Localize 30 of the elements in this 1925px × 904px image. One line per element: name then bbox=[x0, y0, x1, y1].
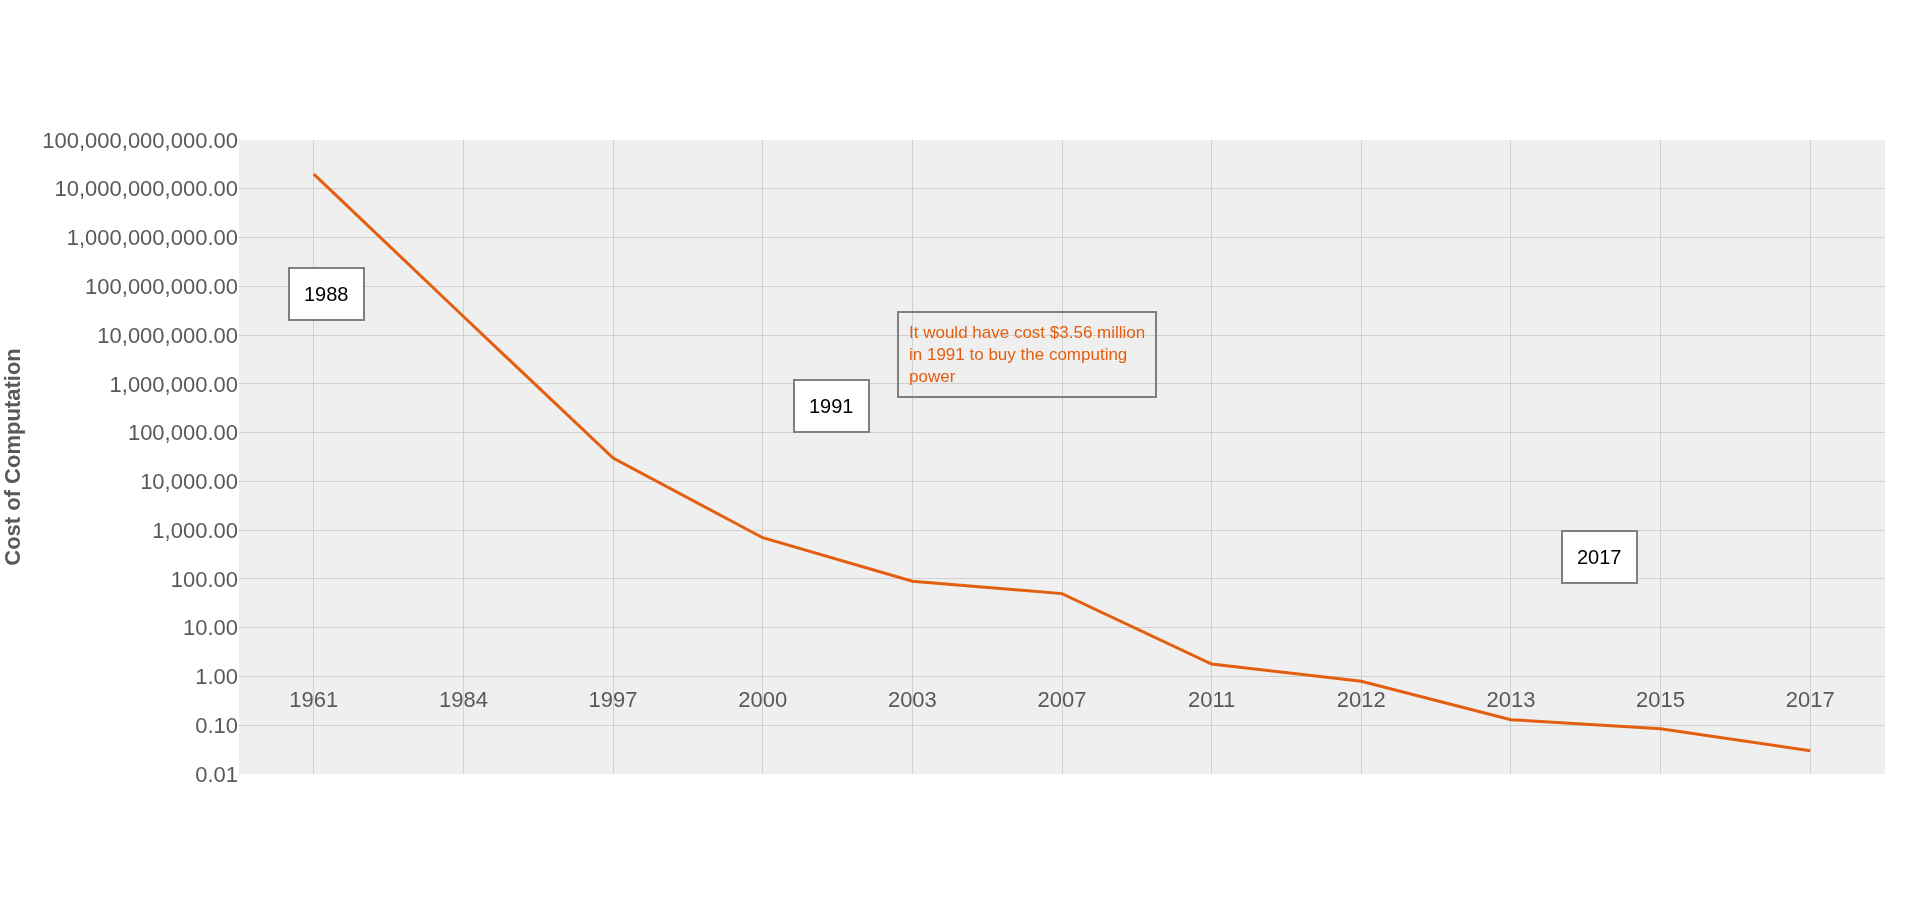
y-tick-label: 10,000,000,000.00 bbox=[54, 176, 238, 202]
x-tick-label: 1984 bbox=[438, 687, 488, 713]
x-tick-label: 2017 bbox=[1785, 687, 1835, 713]
y-tick-label: 100,000,000.00 bbox=[85, 274, 238, 300]
annotation: 1991 bbox=[809, 395, 854, 417]
y-tick-label: 100,000,000,000.00 bbox=[42, 127, 238, 153]
y-tick-label: 1,000.00 bbox=[152, 517, 238, 543]
x-tick-label: 1997 bbox=[588, 687, 638, 713]
y-tick-label: 1.00 bbox=[195, 664, 238, 690]
x-tick-label: 2000 bbox=[738, 687, 788, 713]
x-tick-label: 1961 bbox=[289, 687, 339, 713]
y-tick-label: 100,000.00 bbox=[127, 420, 238, 446]
y-tick-label: 10,000,000.00 bbox=[97, 322, 238, 348]
annotation: 2017 bbox=[1577, 546, 1622, 568]
y-axis-title: Cost of Computation bbox=[0, 348, 26, 566]
x-tick-label: 2015 bbox=[1636, 687, 1686, 713]
x-tick-label: 2012 bbox=[1336, 687, 1386, 713]
y-tick-label: 0.10 bbox=[195, 712, 238, 738]
x-tick-label: 2013 bbox=[1486, 687, 1536, 713]
x-tick-label: 2007 bbox=[1037, 687, 1087, 713]
y-tick-label: 1,000,000.00 bbox=[109, 371, 238, 397]
y-tick-label: 0.01 bbox=[195, 761, 238, 787]
y-tick-label: 10.00 bbox=[182, 615, 238, 641]
x-tick-label: 2011 bbox=[1187, 687, 1236, 713]
y-tick-label: 1,000,000,000.00 bbox=[66, 225, 238, 251]
annotation: 1988 bbox=[304, 283, 349, 305]
y-tick-label: 100.00 bbox=[170, 566, 238, 592]
annotation: It would have cost $3.56 million in 1991 to buy the computing power bbox=[909, 323, 1146, 387]
y-tick-label: 10,000.00 bbox=[140, 469, 238, 495]
x-tick-label: 2003 bbox=[887, 687, 937, 713]
